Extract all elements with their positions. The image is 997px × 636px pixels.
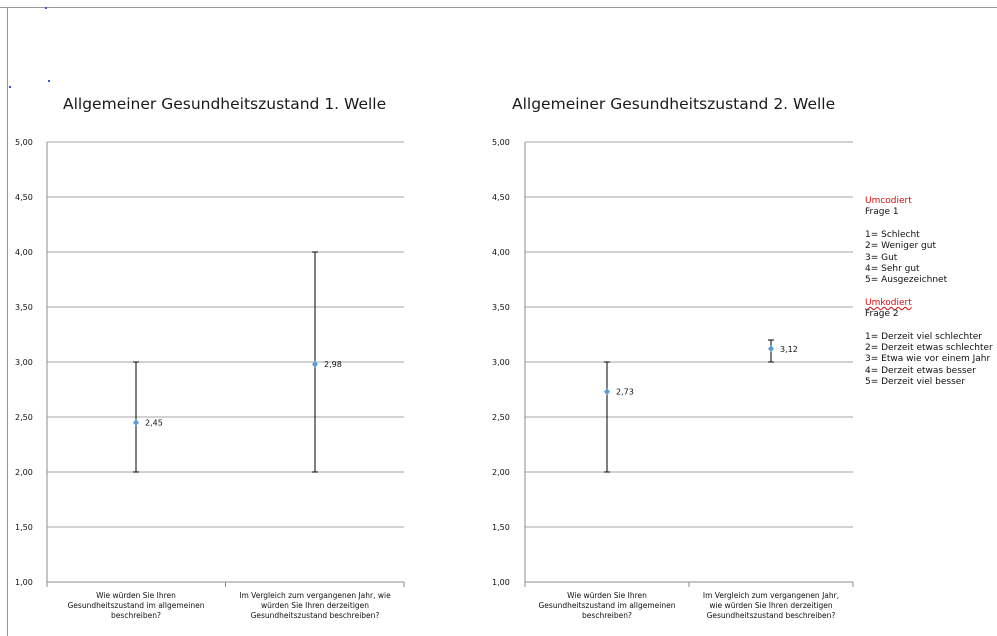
marker-dot (45, 7, 47, 9)
x-category-label: Wie würden Sie Ihren (96, 591, 176, 600)
y-tick-label: 5,00 (492, 138, 510, 147)
q2-item: 2= Derzeit etwas schlechter (865, 343, 993, 354)
x-category-label: Gesundheitszustand beschreiben? (707, 611, 836, 620)
q2-item: 5= Derzeit viel besser (865, 377, 966, 388)
data-label: 3,12 (780, 345, 798, 354)
x-category-label: Gesundheitszustand beschreiben? (251, 611, 380, 620)
y-tick-label: 4,50 (492, 193, 510, 202)
y-tick-label: 4,50 (15, 193, 33, 202)
q1-label: Frage 1 (865, 207, 899, 218)
data-point (312, 360, 318, 368)
chart-1: 1,00 1,50 2,00 2,50 3,00 3,50 4,00 4,50 5,00 Wie … (15, 138, 405, 620)
x-category-label: Im Vergleich zum vergangenen Jahr, wie (239, 591, 391, 600)
y-tick-label: 2,50 (15, 413, 33, 422)
q2-item: 3= Etwa wie vor einem Jahr (865, 354, 991, 365)
y-tick-label: 2,00 (15, 468, 33, 477)
x-category-label: Wie würden Sie Ihren (567, 591, 647, 600)
sheet-border-left (7, 7, 8, 636)
y-tick-label: 1,00 (492, 578, 510, 587)
chart-2: 1,00 1,50 2,00 2,50 3,00 3,50 4,00 4,50 5,00 Wie … (492, 138, 854, 620)
data-label: 2,98 (324, 360, 342, 369)
q2-item: 4= Derzeit etwas besser (865, 365, 976, 376)
q2-heading: Umkodiert (865, 297, 912, 308)
marker-dot (9, 86, 11, 88)
q2-item: 1= Derzeit viel schlechter (865, 331, 982, 342)
data-point (133, 419, 139, 426)
y-tick-label: 3,50 (15, 303, 33, 312)
x-category-label: Im Vergleich zum vergangenen Jahr, (703, 591, 839, 600)
y-tick-label: 1,00 (15, 578, 33, 587)
q1-heading: Umcodiert (865, 196, 912, 206)
y-tick-label: 3,50 (492, 303, 510, 312)
q1-item: 2= Weniger gut (865, 241, 936, 252)
x-category-label: beschreiben? (582, 611, 632, 620)
x-category-label: wie würden Sie Ihren derzeitigen (709, 601, 833, 610)
y-tick-label: 4,00 (15, 248, 33, 257)
data-point (768, 345, 774, 353)
y-tick-label: 1,50 (15, 523, 33, 532)
q1-item: 3= Gut (865, 252, 898, 263)
data-label: 2,73 (616, 388, 634, 397)
y-tick-label: 2,00 (492, 468, 510, 477)
y-tick-label: 5,00 (15, 138, 33, 147)
x-category-label: beschreiben? (111, 611, 161, 620)
y-tick-label: 1,50 (492, 523, 510, 532)
sheet-border-top (0, 7, 997, 8)
coding-notes: Umcodiert Frage 1 1= Schlecht 2= Weniger… (865, 196, 993, 389)
chart-2-title: Allgemeiner Gesundheitszustand 2. Welle (512, 95, 836, 113)
y-tick-label: 3,00 (492, 358, 510, 367)
marker-dot (48, 80, 50, 82)
q1-item: 1= Schlecht (865, 229, 920, 240)
x-category-label: Gesundheitszustand im allgemeinen (68, 601, 205, 610)
chart-1-title: Allgemeiner Gesundheitszustand 1. Welle (63, 95, 387, 113)
x-category-label: würden Sie Ihren derzeitigen (261, 601, 369, 610)
y-tick-label: 4,00 (492, 248, 510, 257)
q1-item: 5= Ausgezeichnet (865, 275, 948, 286)
y-tick-label: 2,50 (492, 413, 510, 422)
x-category-label: Gesundheitszustand im allgemeinen (539, 601, 676, 610)
data-point (604, 388, 610, 396)
q1-item: 4= Sehr gut (865, 264, 920, 275)
data-label: 2,45 (145, 419, 163, 428)
q2-label: Frage 2 (865, 309, 899, 320)
y-tick-label: 3,00 (15, 358, 33, 367)
